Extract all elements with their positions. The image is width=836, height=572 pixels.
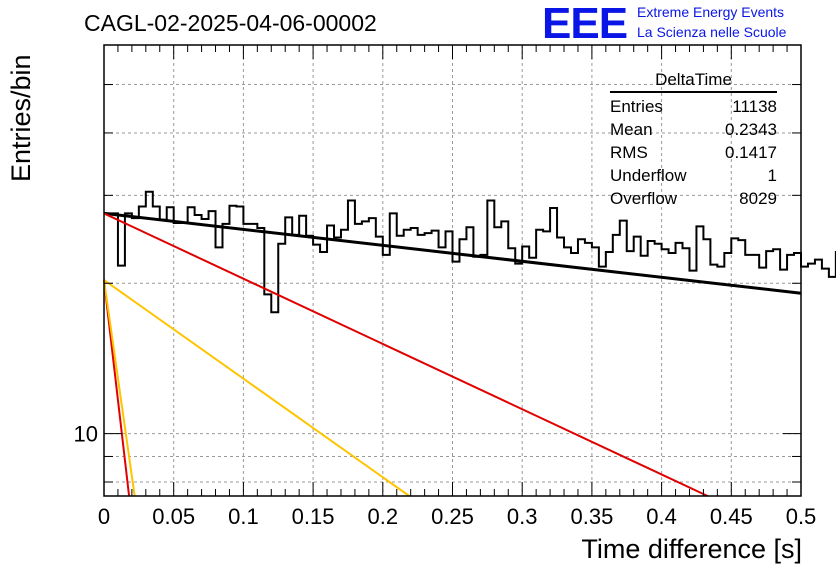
stats-label: Overflow <box>610 189 678 208</box>
x-tick-label: 0.25 <box>431 504 474 529</box>
x-tick-label: 0.35 <box>570 504 613 529</box>
y-tick-label: 10 <box>74 422 98 447</box>
fit-line <box>103 279 136 497</box>
x-tick-label: 0.15 <box>292 504 335 529</box>
x-tick-label: 0.05 <box>152 504 195 529</box>
logo-line-1: Extreme Energy Events <box>637 4 785 20</box>
stats-label: Underflow <box>610 166 687 185</box>
x-tick-label: 0.2 <box>368 504 399 529</box>
x-tick-label: 0.5 <box>786 504 817 529</box>
stats-label: Mean <box>610 120 653 139</box>
stats-title: DeltaTime <box>610 70 777 93</box>
stats-row-underflow: Underflow 1 <box>610 164 777 187</box>
fit-line <box>103 212 709 497</box>
x-axis-label: Time difference [s] <box>581 534 802 564</box>
eee-logo: EEE <box>542 0 628 48</box>
stats-label: Entries <box>610 97 663 116</box>
x-tick-label: 0.3 <box>507 504 538 529</box>
stats-box: DeltaTime Entries 11138 Mean 0.2343 RMS … <box>610 70 777 210</box>
x-tick-label: 0.4 <box>646 504 677 529</box>
histogram-series <box>104 190 836 314</box>
stats-row-mean: Mean 0.2343 <box>610 118 777 141</box>
logo-line-2: La Scienza nelle Scuole <box>637 24 787 40</box>
stats-row-rms: RMS 0.1417 <box>610 141 777 164</box>
fit-line <box>103 211 802 295</box>
stats-label: RMS <box>610 143 648 162</box>
x-tick-label: 0.1 <box>228 504 259 529</box>
stats-value: 0.1417 <box>725 143 777 162</box>
stats-value: 0.2343 <box>725 120 777 139</box>
fit-line <box>103 279 410 497</box>
stats-value: 8029 <box>739 189 777 208</box>
stats-row-overflow: Overflow 8029 <box>610 187 777 210</box>
stats-value: 11138 <box>732 97 777 116</box>
x-tick-label: 0 <box>98 504 110 529</box>
stats-value: 1 <box>767 166 777 185</box>
stats-row-entries: Entries 11138 <box>610 95 777 118</box>
chart-title: CAGL-02-2025-04-06-00002 <box>84 10 377 36</box>
x-tick-label: 0.45 <box>710 504 753 529</box>
y-axis-label: Entries/bin <box>6 54 36 182</box>
